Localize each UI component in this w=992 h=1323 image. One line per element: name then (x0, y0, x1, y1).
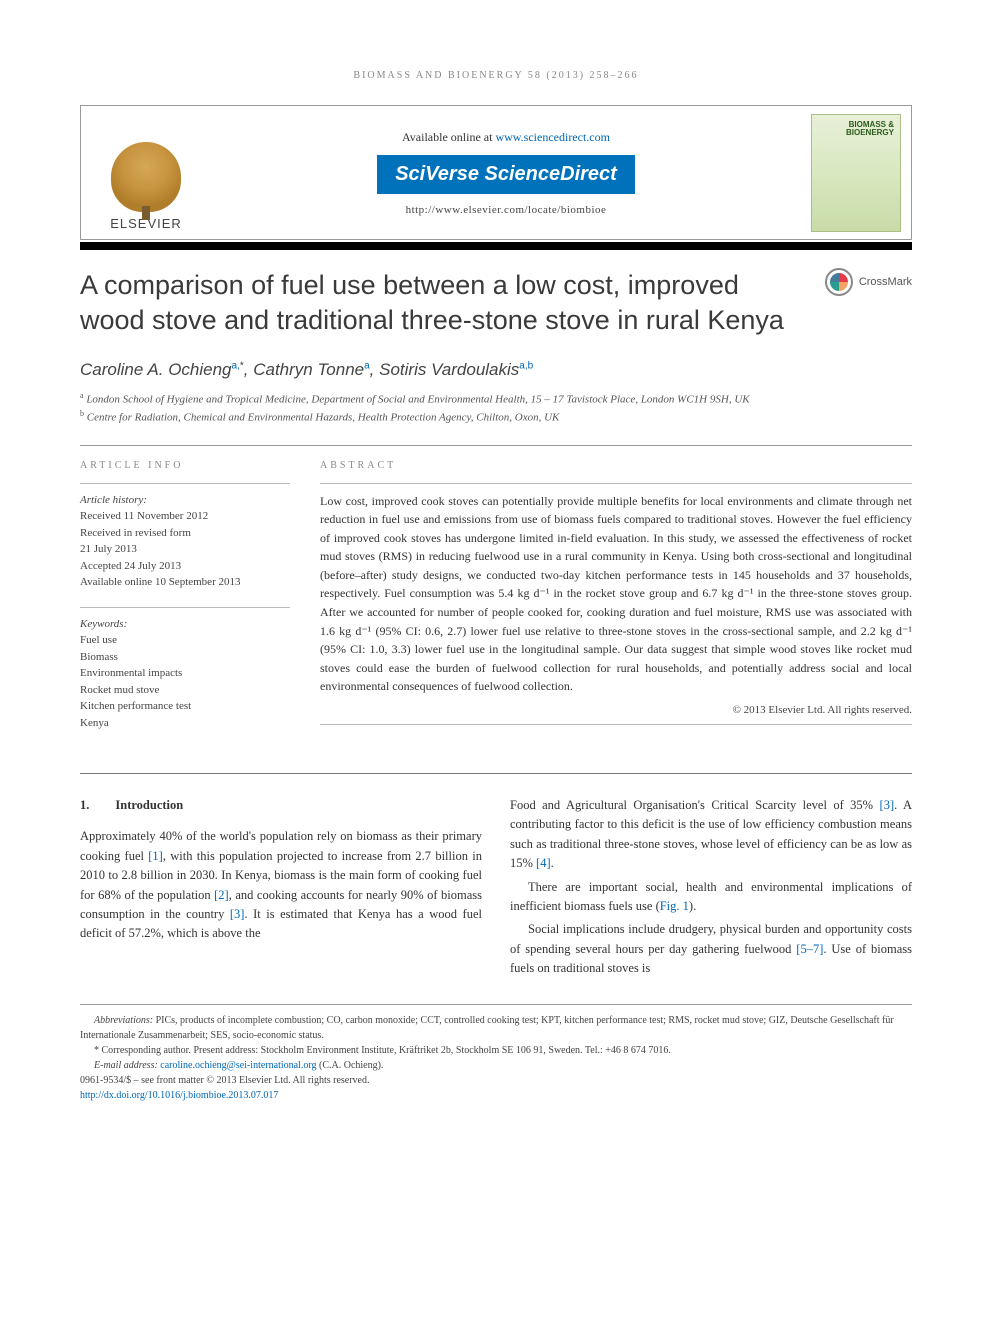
intro-p3b: ). (689, 899, 696, 913)
intro-para-2: Food and Agricultural Organisation's Cri… (510, 796, 912, 874)
crossmark-label: CrossMark (859, 276, 912, 288)
issn-line: 0961-9534/$ – see front matter © 2013 El… (80, 1073, 912, 1088)
sciverse-logo: SciVerse ScienceDirect (377, 155, 635, 194)
crossmark-badge[interactable]: CrossMark (825, 268, 912, 296)
intro-p3a: There are important social, health and e… (510, 880, 912, 913)
black-divider-bar (80, 242, 912, 250)
cover-title-2: BIOENERGY (846, 128, 894, 137)
keyword-1: Fuel use (80, 632, 290, 649)
sciverse-prefix: SciVerse (395, 163, 484, 185)
intro-p2c: . (551, 856, 554, 870)
ref-5-7[interactable]: [5–7] (796, 942, 823, 956)
ref-1[interactable]: [1] (148, 849, 163, 863)
author-sep-1: , (244, 360, 253, 379)
history-received: Received 11 November 2012 (80, 508, 290, 525)
abstract-head: ABSTRACT (320, 460, 912, 471)
abstract-rule (320, 483, 912, 484)
author-2: Cathryn Tonne (253, 360, 364, 379)
body-col-left: 1. Introduction Approximately 40% of the … (80, 796, 482, 982)
footnotes: Abbreviations: PICs, products of incompl… (80, 1004, 912, 1103)
info-rule-1 (80, 483, 290, 484)
abstract-bottom-rule (320, 724, 912, 725)
affil-b: Centre for Radiation, Chemical and Envir… (84, 412, 559, 424)
rule-2 (80, 773, 912, 774)
author-1: Caroline A. Ochieng (80, 360, 232, 379)
body-two-column: 1. Introduction Approximately 40% of the … (80, 796, 912, 982)
journal-url: http://www.elsevier.com/locate/biombioe (406, 204, 607, 216)
ref-3b[interactable]: [3] (880, 798, 895, 812)
history-revised-1: Received in revised form (80, 525, 290, 542)
author-1-affil: a, (232, 361, 240, 372)
corr-text: Present address: Stockholm Environment I… (191, 1045, 671, 1056)
abbrev-label: Abbreviations: (94, 1015, 153, 1026)
abbrev-text: PICs, products of incomplete combustion;… (80, 1015, 894, 1041)
fig-1-link[interactable]: Fig. 1 (660, 899, 689, 913)
article-info-head: ARTICLE INFO (80, 460, 290, 471)
email-link[interactable]: caroline.ochieng@sei-international.org (160, 1060, 316, 1071)
cover-title-1: BIOMASS & (849, 120, 894, 129)
crossmark-icon (825, 268, 853, 296)
author-3: Sotiris Vardoulakis (379, 360, 519, 379)
info-rule-2 (80, 607, 290, 608)
author-sep-2: , (370, 360, 379, 379)
intro-para-4: Social implications include drudgery, ph… (510, 920, 912, 978)
running-head: BIOMASS AND BIOENERGY 58 (2013) 258–266 (80, 70, 912, 81)
affiliations: a London School of Hygiene and Tropical … (80, 390, 912, 426)
keyword-3: Environmental impacts (80, 665, 290, 682)
article-history: Article history: Received 11 November 20… (80, 492, 290, 591)
intro-para-3: There are important social, health and e… (510, 878, 912, 917)
history-online: Available online 10 September 2013 (80, 574, 290, 591)
keyword-4: Rocket mud stove (80, 682, 290, 699)
available-prefix: Available online at (402, 130, 495, 144)
abstract-body: Low cost, improved cook stoves can poten… (320, 492, 912, 697)
ref-4[interactable]: [4] (536, 856, 551, 870)
section-1-title: Introduction (115, 798, 183, 812)
available-online-line: Available online at www.sciencedirect.co… (402, 130, 610, 145)
ref-2[interactable]: [2] (214, 888, 229, 902)
keyword-6: Kenya (80, 715, 290, 732)
sciencedirect-word: ScienceDirect (485, 163, 617, 185)
corr-label: * Corresponding author. (94, 1045, 191, 1056)
history-label: Article history: (80, 492, 290, 509)
section-1-num: 1. (80, 798, 89, 812)
elsevier-logo-block: ELSEVIER (81, 106, 211, 239)
intro-p2a: Food and Agricultural Organisation's Cri… (510, 798, 880, 812)
intro-para-1: Approximately 40% of the world's populat… (80, 827, 482, 943)
ref-3[interactable]: [3] (230, 907, 245, 921)
article-title: A comparison of fuel use between a low c… (80, 268, 805, 338)
email-suffix: (C.A. Ochieng). (317, 1060, 384, 1071)
header-banner: ELSEVIER Available online at www.science… (80, 105, 912, 240)
author-list: Caroline A. Ochienga,*, Cathryn Tonnea, … (80, 360, 912, 380)
history-accepted: Accepted 24 July 2013 (80, 558, 290, 575)
keyword-2: Biomass (80, 649, 290, 666)
doi-link[interactable]: http://dx.doi.org/10.1016/j.biombioe.201… (80, 1090, 278, 1101)
author-3-affil: a,b (519, 361, 533, 372)
email-label: E-mail address: (94, 1060, 160, 1071)
elsevier-tree-icon (111, 142, 181, 212)
journal-cover-thumbnail: BIOMASS & BIOENERGY (811, 114, 901, 232)
body-col-right: Food and Agricultural Organisation's Cri… (510, 796, 912, 982)
copyright-line: © 2013 Elsevier Ltd. All rights reserved… (320, 704, 912, 716)
keywords-block: Keywords: Fuel use Biomass Environmental… (80, 616, 290, 732)
keyword-5: Kitchen performance test (80, 698, 290, 715)
rule-1 (80, 445, 912, 446)
affil-a: London School of Hygiene and Tropical Me… (84, 394, 750, 406)
sciencedirect-link[interactable]: www.sciencedirect.com (495, 130, 610, 144)
keywords-label: Keywords: (80, 616, 290, 633)
history-revised-2: 21 July 2013 (80, 541, 290, 558)
